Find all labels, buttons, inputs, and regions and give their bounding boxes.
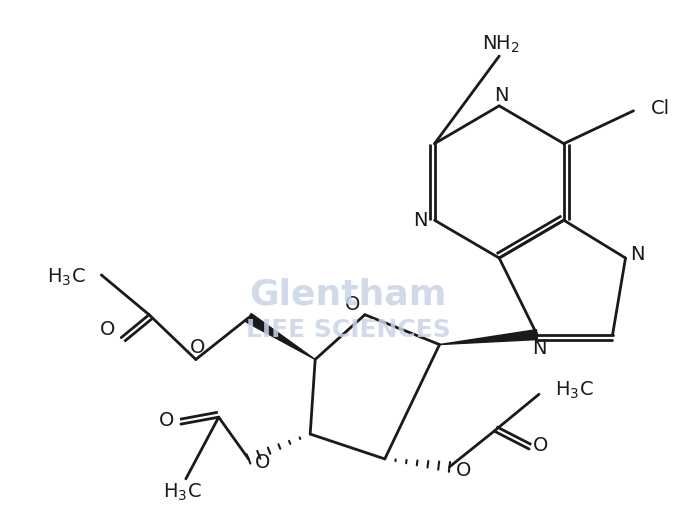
Polygon shape <box>246 314 315 359</box>
Text: O: O <box>255 453 270 472</box>
Text: H$_3$C: H$_3$C <box>47 266 86 288</box>
Text: N: N <box>413 211 428 230</box>
Text: H$_3$C: H$_3$C <box>555 380 594 401</box>
Text: Glentham: Glentham <box>249 278 447 312</box>
Text: NH$_2$: NH$_2$ <box>482 33 520 55</box>
Polygon shape <box>439 330 537 345</box>
Text: O: O <box>533 436 548 454</box>
Text: O: O <box>190 338 205 357</box>
Text: N: N <box>630 244 644 264</box>
Text: Cl: Cl <box>651 99 670 119</box>
Text: O: O <box>100 320 115 339</box>
Text: O: O <box>159 411 175 430</box>
Text: N: N <box>532 339 546 358</box>
Text: O: O <box>345 295 361 314</box>
Text: O: O <box>456 461 471 480</box>
Text: N: N <box>494 86 508 106</box>
Text: H$_3$C: H$_3$C <box>163 482 201 503</box>
Text: LIFE SCIENCES: LIFE SCIENCES <box>246 318 450 342</box>
